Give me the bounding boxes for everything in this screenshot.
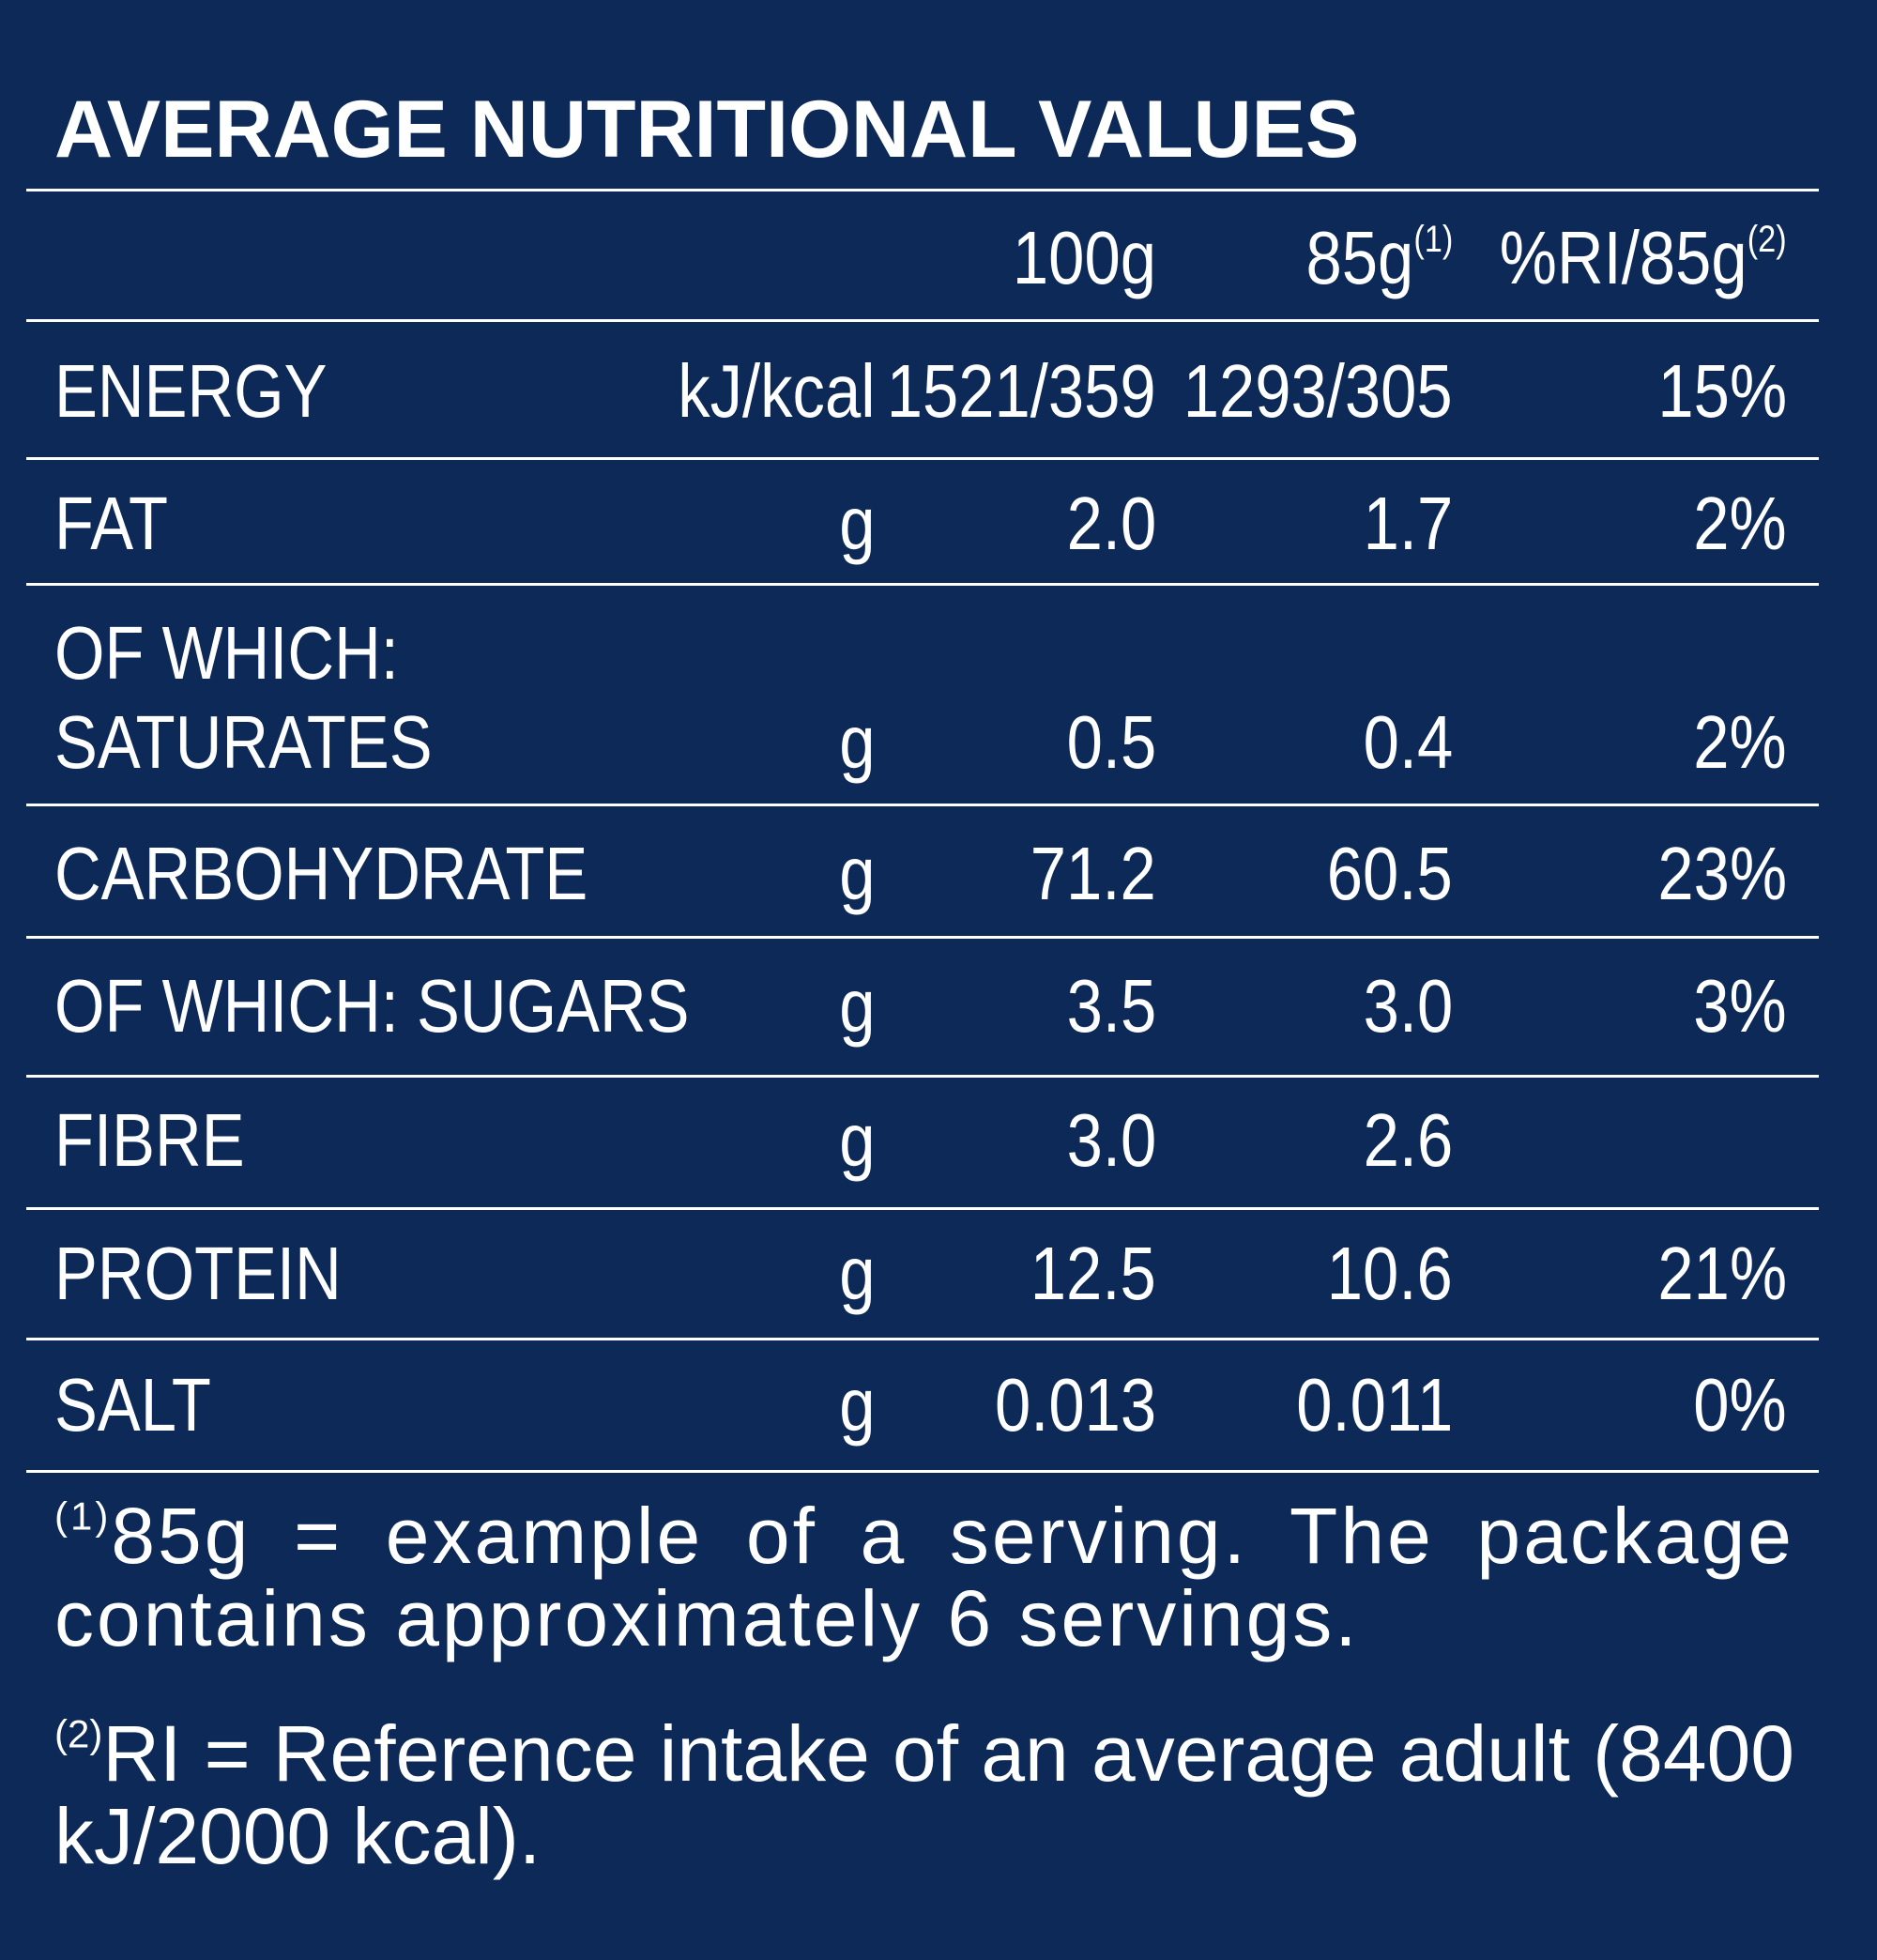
row-label: PROTEIN xyxy=(54,1232,342,1315)
divider xyxy=(26,1338,1819,1340)
row-value-ri: 23% xyxy=(1657,832,1787,915)
row-label: ENERGY xyxy=(54,349,328,433)
row-label: OF WHICH: xyxy=(54,611,399,695)
row-unit: g xyxy=(838,1363,875,1447)
col-header-85g: 85g(1) xyxy=(1305,216,1453,299)
row-value-100g: 2.0 xyxy=(1066,482,1156,565)
divider xyxy=(26,804,1819,806)
row-value-ri: 21% xyxy=(1657,1232,1787,1315)
divider xyxy=(26,189,1819,191)
row-value-100g: 1521/359 xyxy=(887,349,1156,433)
panel-title: AVERAGE NUTRITIONAL VALUES xyxy=(54,84,1360,175)
divider xyxy=(26,1470,1819,1473)
row-value-85g: 3.0 xyxy=(1363,964,1453,1048)
footnote-marker: (2) xyxy=(54,1711,103,1756)
row-label: OF WHICH: SUGARS xyxy=(54,964,690,1048)
footnote-text: contains approximately 6 servings. xyxy=(54,1574,1360,1662)
footnote-serving: (1)85g = example of a serving. The packa… xyxy=(54,1494,1794,1660)
row-label: FAT xyxy=(54,482,169,565)
row-label: FIBRE xyxy=(54,1098,245,1182)
row-value-ri: 15% xyxy=(1657,349,1787,433)
row-value-85g: 0.4 xyxy=(1363,700,1453,784)
footnote-reference-intake: (2)RI = Reference intake of an average a… xyxy=(54,1712,1794,1877)
row-value-85g: 2.6 xyxy=(1363,1098,1453,1182)
col-header-100g: 100g xyxy=(1012,216,1156,299)
row-label-line2: SATURATES xyxy=(54,700,433,784)
footnote-text: RI = Reference intake of an average adul… xyxy=(102,1709,1794,1798)
row-value-100g: 3.5 xyxy=(1066,964,1156,1048)
row-value-85g: 60.5 xyxy=(1327,832,1453,915)
divider xyxy=(26,936,1819,939)
col-header-ri-footnote: (2) xyxy=(1747,219,1787,260)
row-unit: g xyxy=(838,964,875,1048)
row-unit: g xyxy=(838,1232,875,1315)
divider xyxy=(26,457,1819,460)
row-value-100g: 12.5 xyxy=(1030,1232,1156,1315)
row-value-ri: 2% xyxy=(1693,700,1787,784)
row-unit: kJ/kcal xyxy=(677,349,875,433)
row-unit: g xyxy=(838,482,875,565)
row-label: CARBOHYDRATE xyxy=(54,832,588,915)
row-unit: g xyxy=(838,832,875,915)
row-value-85g: 0.011 xyxy=(1295,1363,1453,1447)
row-value-85g: 1293/305 xyxy=(1183,349,1453,433)
row-value-ri: 0% xyxy=(1693,1363,1787,1447)
row-value-100g: 0.013 xyxy=(994,1363,1156,1447)
divider xyxy=(26,319,1819,322)
row-label: SALT xyxy=(54,1363,211,1447)
footnote-marker: (1) xyxy=(54,1493,112,1539)
row-unit: g xyxy=(838,700,875,784)
divider xyxy=(26,1075,1819,1078)
row-value-85g: 10.6 xyxy=(1327,1232,1453,1315)
divider xyxy=(26,583,1819,586)
row-value-100g: 0.5 xyxy=(1066,700,1156,784)
col-header-85g-footnote: (1) xyxy=(1412,219,1453,260)
row-value-100g: 3.0 xyxy=(1066,1098,1156,1182)
col-header-ri: %RI/85g(2) xyxy=(1500,216,1787,299)
row-value-85g: 1.7 xyxy=(1363,482,1453,565)
divider xyxy=(26,1207,1819,1210)
row-value-ri: 3% xyxy=(1693,964,1787,1048)
row-unit: g xyxy=(838,1098,875,1182)
footnote-text: 85g = example of a serving. The package xyxy=(111,1492,1794,1580)
row-value-100g: 71.2 xyxy=(1030,832,1156,915)
row-value-ri: 2% xyxy=(1693,482,1787,565)
footnote-text: kJ/2000 kcal). xyxy=(54,1792,542,1880)
